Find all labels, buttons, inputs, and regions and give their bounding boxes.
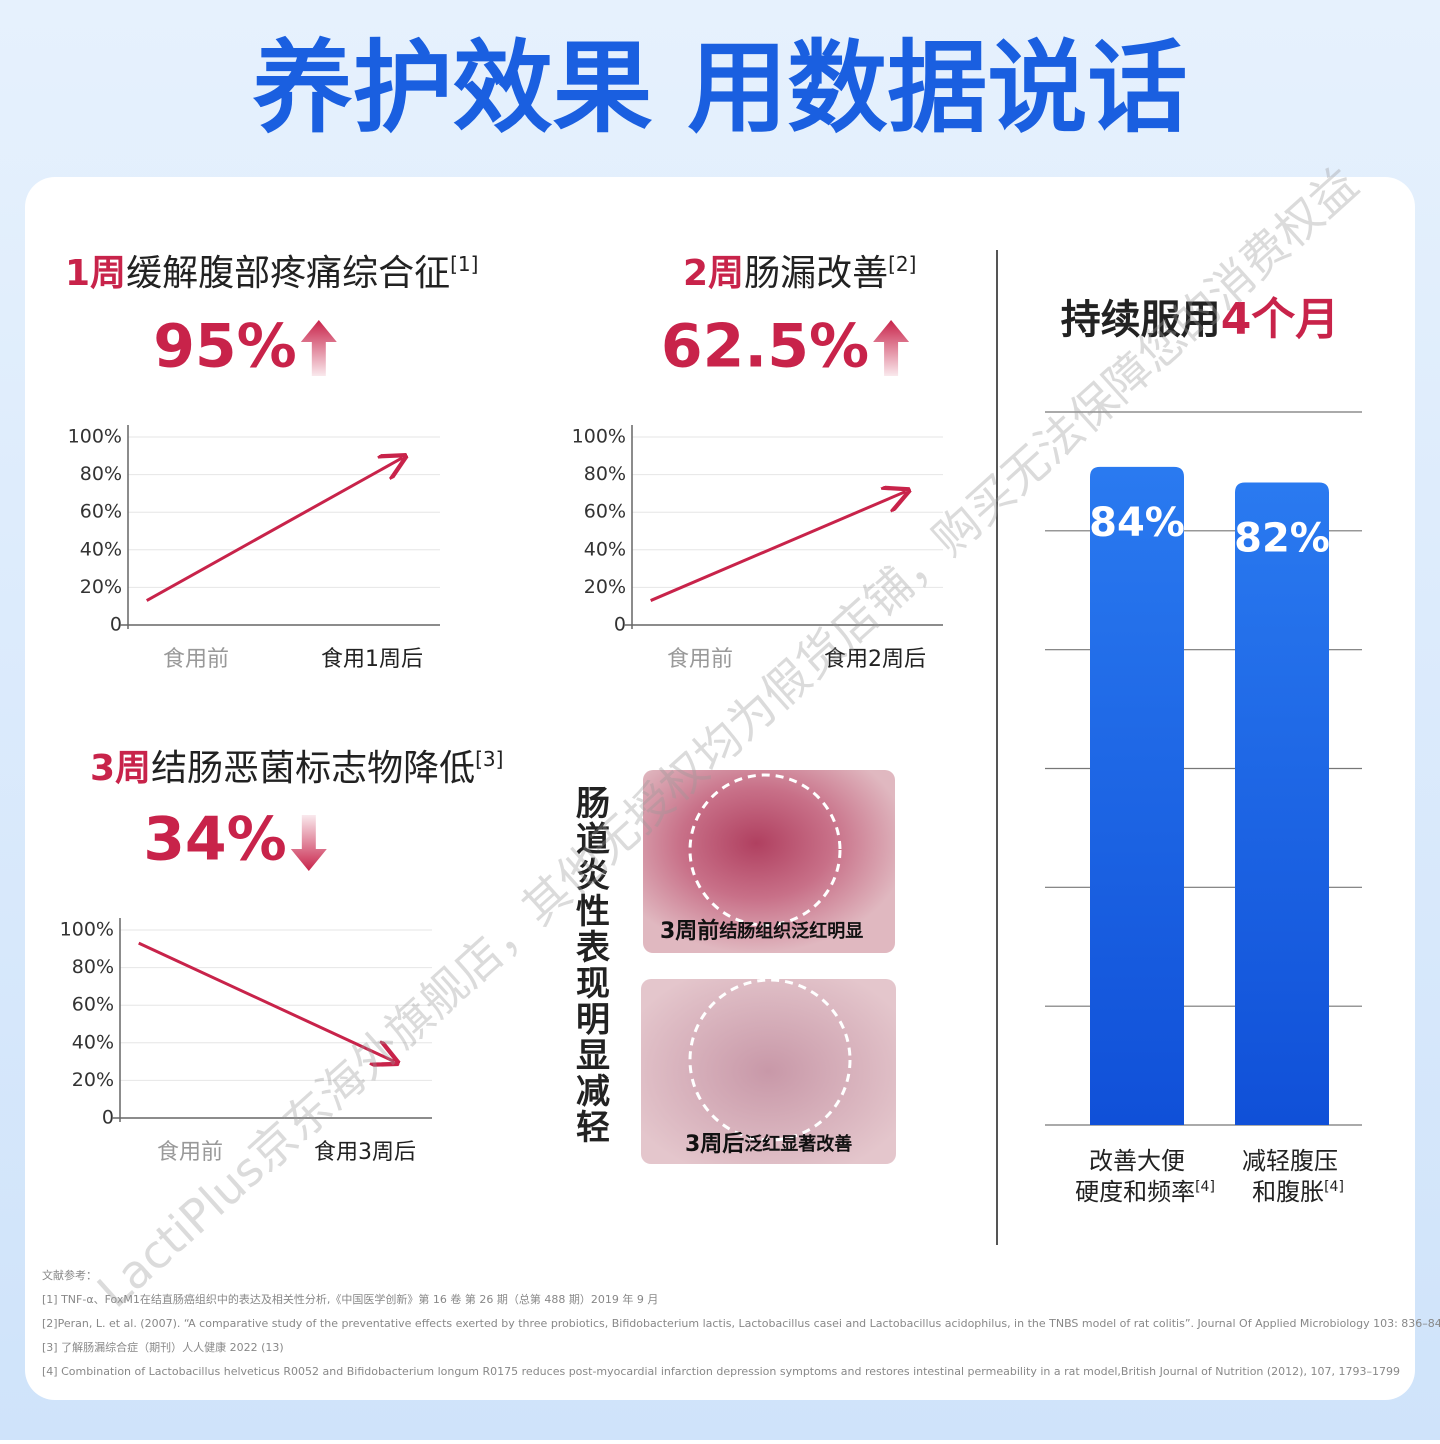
x-tick-label: 食用前 bbox=[157, 1140, 223, 1165]
bar bbox=[1090, 466, 1184, 1125]
chart-title: 2周肠漏改善[2] bbox=[683, 252, 916, 295]
y-tick-label: 20% bbox=[80, 576, 122, 598]
chart-title: 1周缓解腹部疼痛综合征[1] bbox=[65, 252, 478, 295]
y-tick-label: 20% bbox=[72, 1069, 114, 1091]
image-label: 肠道炎性表现明显减轻 bbox=[570, 785, 610, 1145]
y-tick-label: 0 bbox=[110, 614, 122, 636]
y-tick-label: 60% bbox=[584, 501, 626, 523]
title-highlight: 2周 bbox=[683, 253, 744, 294]
y-tick-label: 40% bbox=[72, 1031, 114, 1053]
y-tick-label: 80% bbox=[72, 956, 114, 978]
title-ref: [3] bbox=[475, 747, 503, 771]
circle bbox=[688, 773, 842, 927]
reference: [3] 了解肠漏综合症（期刊）人人健康 2022 (13) bbox=[42, 1340, 284, 1354]
trend-arrow bbox=[290, 815, 327, 871]
title-highlight: 1周 bbox=[65, 253, 126, 294]
trend-line bbox=[138, 941, 395, 1061]
x-tick-label: 食用3周后 bbox=[314, 1140, 416, 1165]
y-tick-label: 100% bbox=[572, 426, 626, 448]
caption-text: 泛红显著改善 bbox=[744, 1133, 852, 1155]
x-tick-label: 减轻腹压 bbox=[1242, 1147, 1338, 1175]
x-tick-label: 改善大便 bbox=[1089, 1147, 1185, 1175]
caption-week: 3周前 bbox=[660, 918, 719, 944]
title-ref: [1] bbox=[450, 252, 478, 276]
caption-text: 结肠组织泛红明显 bbox=[719, 920, 863, 942]
reference: [4] Combination of Lactobacillus helveti… bbox=[42, 1365, 1400, 1378]
bar bbox=[1235, 482, 1329, 1125]
title-text: 缓解腹部疼痛综合征 bbox=[126, 253, 450, 294]
caption: 3周前结肠组织泛红明显 bbox=[660, 918, 863, 944]
category-line: 减轻腹压 bbox=[1242, 1147, 1338, 1175]
category-line: 和腹胀 bbox=[1252, 1178, 1324, 1206]
circle bbox=[688, 978, 852, 1142]
chart-title: 持续服用4个月 bbox=[1061, 294, 1340, 345]
y-tick-label: 80% bbox=[80, 463, 122, 485]
reference: [1] TNF-α、FoxM1在结直肠癌组织中的表达及相关性分析,《中国医学创新… bbox=[42, 1292, 658, 1306]
trend-line bbox=[650, 492, 906, 602]
title-highlight: 3周 bbox=[90, 748, 151, 789]
caption: 3周后泛红显著改善 bbox=[685, 1132, 852, 1157]
chart-title: 3周结肠恶菌标志物降低[3] bbox=[90, 747, 503, 790]
y-tick-label: 80% bbox=[584, 463, 626, 485]
y-tick-label: 100% bbox=[68, 426, 122, 448]
x-tick-label: 食用前 bbox=[667, 647, 733, 672]
x-tick-label: 食用前 bbox=[163, 647, 229, 672]
trend-line bbox=[145, 458, 403, 602]
trend-arrow bbox=[300, 320, 337, 376]
ref-heading: 文献参考： bbox=[42, 1268, 97, 1282]
y-tick-label: 40% bbox=[80, 538, 122, 560]
y-tick-label: 0 bbox=[614, 614, 626, 636]
value-label: 84% bbox=[1089, 500, 1185, 546]
category-ref: [4] bbox=[1195, 1179, 1215, 1195]
headline: 95% bbox=[153, 312, 297, 382]
headline: 62.5% bbox=[661, 312, 869, 382]
y-tick-label: 40% bbox=[584, 538, 626, 560]
caption-week: 3周后 bbox=[685, 1132, 744, 1157]
title-highlight: 4个月 bbox=[1221, 294, 1340, 345]
category-line: 硬度和频率 bbox=[1075, 1178, 1195, 1206]
trend-arrow bbox=[873, 320, 910, 376]
title-ref: [2] bbox=[888, 252, 916, 276]
category-line: 改善大便 bbox=[1089, 1147, 1185, 1175]
x-tick-label: 食用1周后 bbox=[321, 647, 423, 672]
y-tick-label: 100% bbox=[60, 919, 114, 941]
tissue-after bbox=[641, 979, 896, 1164]
y-tick-label: 60% bbox=[80, 501, 122, 523]
title-text: 结肠恶菌标志物降低 bbox=[151, 748, 475, 789]
y-tick-label: 20% bbox=[584, 576, 626, 598]
x-tick-label: 食用2周后 bbox=[824, 647, 926, 672]
x-tick-label: 硬度和频率[4] bbox=[1075, 1178, 1215, 1206]
main-title: 养护效果 用数据说话 bbox=[253, 29, 1188, 146]
category-ref: [4] bbox=[1324, 1179, 1344, 1195]
y-tick-label: 60% bbox=[72, 994, 114, 1016]
value-label: 82% bbox=[1234, 516, 1330, 562]
title-text: 肠漏改善 bbox=[744, 253, 888, 294]
headline: 34% bbox=[143, 805, 287, 875]
y-tick-label: 0 bbox=[102, 1107, 114, 1129]
reference: [2]Peran, L. et al. (2007). “A comparati… bbox=[42, 1317, 1440, 1330]
x-tick-label: 和腹胀[4] bbox=[1252, 1178, 1344, 1206]
title-text: 持续服用 bbox=[1061, 297, 1221, 343]
